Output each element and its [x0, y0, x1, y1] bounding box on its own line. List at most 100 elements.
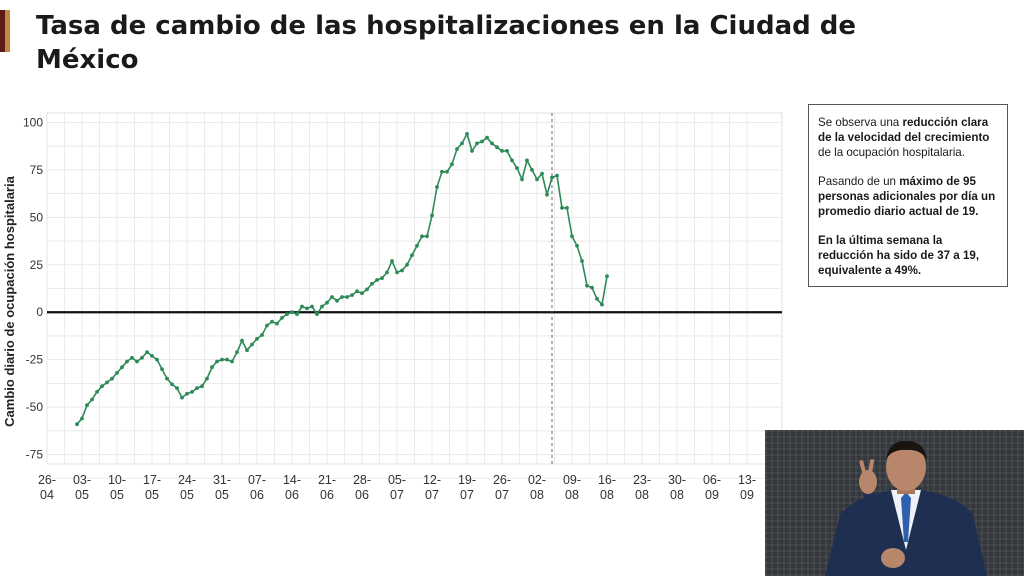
note-paragraph-3: En la última semana la reducción ha sido… — [818, 233, 999, 278]
data-point — [545, 192, 549, 197]
data-point — [455, 147, 459, 151]
data-point — [310, 304, 314, 309]
data-point — [140, 355, 144, 360]
y-axis-label: Cambio diario de ocupación hospitalaria — [2, 175, 17, 426]
data-point — [275, 321, 279, 326]
x-tick-label-line: 08 — [565, 488, 579, 502]
data-point — [245, 348, 249, 353]
x-tick-label: 05-07 — [388, 473, 406, 502]
data-point — [295, 312, 299, 316]
note-paragraph-1: Se observa una reducción clara de la vel… — [818, 115, 999, 160]
data-point — [315, 312, 319, 316]
data-point — [470, 149, 474, 153]
x-tick-label: 12-07 — [423, 473, 441, 502]
data-point — [590, 285, 594, 290]
x-tick-label: 02-08 — [528, 473, 546, 502]
data-point — [130, 355, 134, 360]
x-tick-label-line: 02- — [528, 473, 546, 487]
data-point — [420, 234, 424, 239]
data-point — [180, 395, 184, 400]
y-tick-label: 0 — [36, 305, 43, 319]
x-tick-label-line: 28- — [353, 473, 371, 487]
data-point — [520, 177, 524, 182]
y-tick-label: 25 — [30, 258, 44, 272]
x-tick-label: 10-05 — [108, 473, 126, 502]
data-point — [190, 390, 194, 394]
x-tick-label-line: 12- — [423, 473, 441, 487]
x-tick-label-line: 14- — [283, 473, 301, 487]
data-point — [530, 168, 534, 172]
data-point — [445, 169, 449, 174]
interpreter-hand — [859, 470, 877, 494]
data-point — [395, 270, 399, 275]
x-tick-label-line: 21- — [318, 473, 336, 487]
x-tick-label-line: 07- — [248, 473, 266, 487]
x-tick-label: 06-09 — [703, 473, 721, 502]
data-point — [210, 365, 214, 370]
note-text: Se observa una — [818, 116, 903, 129]
data-point — [490, 141, 494, 146]
data-point — [515, 166, 519, 170]
data-point — [500, 149, 504, 153]
data-point — [250, 342, 254, 347]
grid-lines — [46, 113, 782, 479]
data-point — [345, 295, 349, 299]
x-tick-label-line: 09 — [740, 488, 754, 502]
x-tick-label-line: 05 — [215, 488, 229, 502]
x-tick-label: 31-05 — [213, 473, 231, 502]
page-title: Tasa de cambio de las hospitalizaciones … — [36, 11, 857, 75]
note-text: Pasando de un — [818, 175, 900, 188]
data-point — [585, 283, 589, 288]
data-point — [95, 390, 99, 394]
x-tick-label: 07-06 — [248, 473, 266, 502]
data-point — [90, 397, 94, 402]
data-point — [355, 289, 359, 294]
data-point — [480, 139, 484, 144]
data-point — [225, 357, 229, 362]
data-point — [150, 354, 154, 358]
interpreter-hand — [881, 548, 905, 568]
data-point — [265, 323, 269, 328]
x-tick-label: 16-08 — [598, 473, 616, 502]
data-point — [215, 359, 219, 364]
data-point — [80, 416, 84, 421]
data-point — [560, 206, 564, 210]
data-point — [390, 259, 394, 263]
data-point — [410, 253, 414, 258]
x-tick-label-line: 19- — [458, 473, 476, 487]
data-point — [165, 376, 169, 381]
x-tick-label-line: 08 — [635, 488, 649, 502]
x-tick-label-line: 03- — [73, 473, 91, 487]
data-point — [580, 259, 584, 263]
data-point — [330, 295, 334, 299]
x-tick-label-line: 13- — [738, 473, 756, 487]
x-tick-label-line: 06 — [250, 488, 264, 502]
data-point — [510, 158, 514, 163]
data-point — [185, 391, 189, 396]
data-point — [120, 365, 124, 370]
data-point — [255, 336, 259, 341]
data-point — [300, 304, 304, 309]
summary-note: Se observa una reducción clara de la vel… — [808, 104, 1008, 287]
data-point — [220, 357, 224, 362]
data-point — [460, 141, 464, 146]
x-tick-label-line: 09- — [563, 473, 581, 487]
x-tick-label-line: 24- — [178, 473, 196, 487]
interpreter-finger — [867, 459, 875, 475]
x-tick-label-line: 08 — [530, 488, 544, 502]
x-tick-label-line: 08 — [600, 488, 614, 502]
data-point — [540, 171, 544, 176]
data-point — [485, 135, 489, 140]
data-point — [415, 243, 419, 248]
data-point — [435, 185, 439, 189]
x-tick-label-line: 06 — [285, 488, 299, 502]
x-tick-label-line: 08 — [670, 488, 684, 502]
data-point — [305, 306, 309, 311]
data-point — [230, 359, 234, 364]
data-point — [605, 274, 609, 279]
x-tick-label: 26-04 — [38, 473, 56, 502]
data-point — [495, 145, 499, 150]
data-point — [110, 376, 114, 381]
data-point — [85, 403, 89, 408]
x-tick-label-line: 05 — [180, 488, 194, 502]
